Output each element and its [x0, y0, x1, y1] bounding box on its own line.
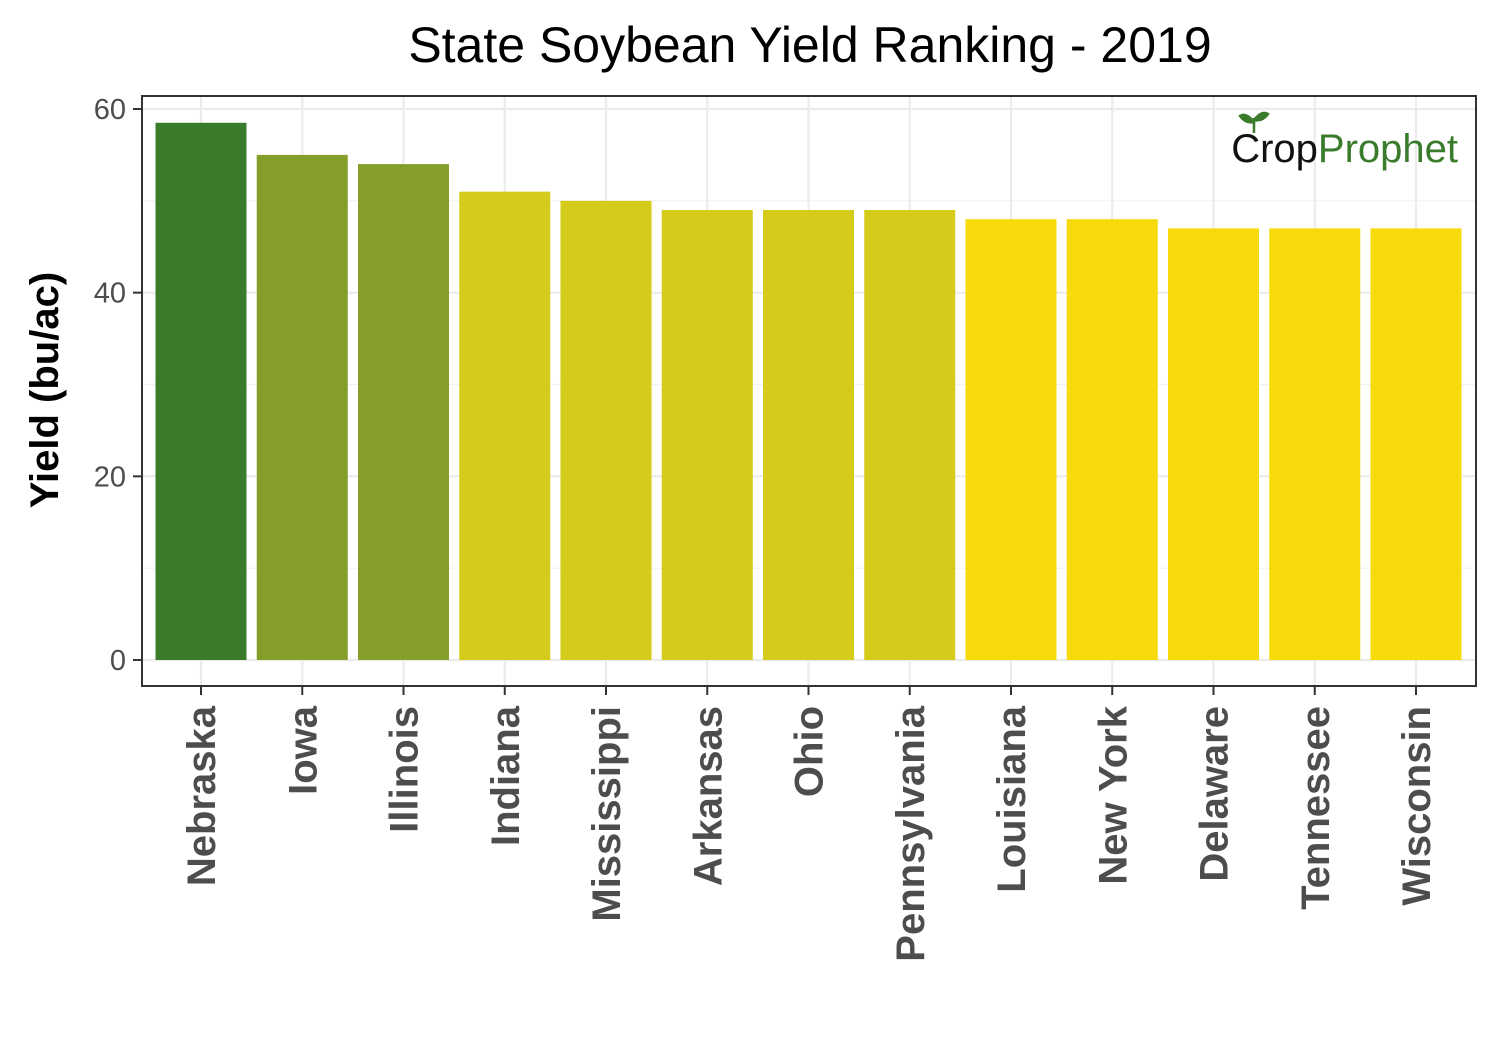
y-tick-label: 60	[94, 94, 126, 126]
logo-crop-text: Crop	[1231, 127, 1318, 171]
bar-louisiana	[965, 219, 1057, 660]
bar-indiana	[459, 191, 551, 660]
bar-illinois	[358, 164, 449, 660]
logo-prophet-text: Prophet	[1318, 127, 1458, 171]
x-tick-label: Nebraska	[180, 705, 224, 886]
bar-new-york	[1066, 219, 1158, 660]
bar-iowa	[256, 154, 348, 660]
bar-tennessee	[1269, 228, 1361, 660]
x-tick-label: Wisconsin	[1395, 706, 1439, 906]
svg-text:CropProphet: CropProphet	[1231, 127, 1458, 171]
x-tick-label: Pennsylvania	[889, 705, 933, 961]
y-tick-label: 20	[94, 461, 126, 493]
x-tick-label: Delaware	[1193, 706, 1237, 882]
bar-delaware	[1168, 228, 1259, 660]
x-tick-label: Indiana	[484, 705, 528, 846]
bar-ohio	[763, 210, 854, 660]
brand-logo: CropProphet	[1231, 111, 1458, 171]
x-tick-label: Louisiana	[990, 705, 1034, 892]
y-tick-label: 0	[110, 645, 126, 677]
x-tick-label: New York	[1091, 705, 1135, 884]
bar-nebraska	[155, 122, 247, 660]
x-tick-label: Iowa	[281, 705, 325, 795]
x-tick-label: Ohio	[788, 706, 832, 797]
bar-mississippi	[560, 200, 652, 661]
y-axis-label: Yield (bu/ac)	[23, 272, 67, 508]
x-tick-label: Tennessee	[1294, 706, 1338, 910]
x-tick-label: Illinois	[383, 706, 427, 833]
x-tick-label: Mississippi	[585, 706, 629, 922]
sprout-icon	[1238, 111, 1270, 133]
x-tick-label: Arkansas	[686, 706, 730, 886]
plot-area: 0 20 40 60 Nebraska Iowa Illinois Indiana Missis…	[94, 94, 1477, 962]
bar-arkansas	[661, 210, 753, 660]
chart-title: State Soybean Yield Ranking - 2019	[408, 17, 1211, 73]
y-tick-label: 40	[94, 278, 126, 310]
bar-wisconsin	[1370, 228, 1462, 660]
bar-pennsylvania	[864, 210, 956, 660]
